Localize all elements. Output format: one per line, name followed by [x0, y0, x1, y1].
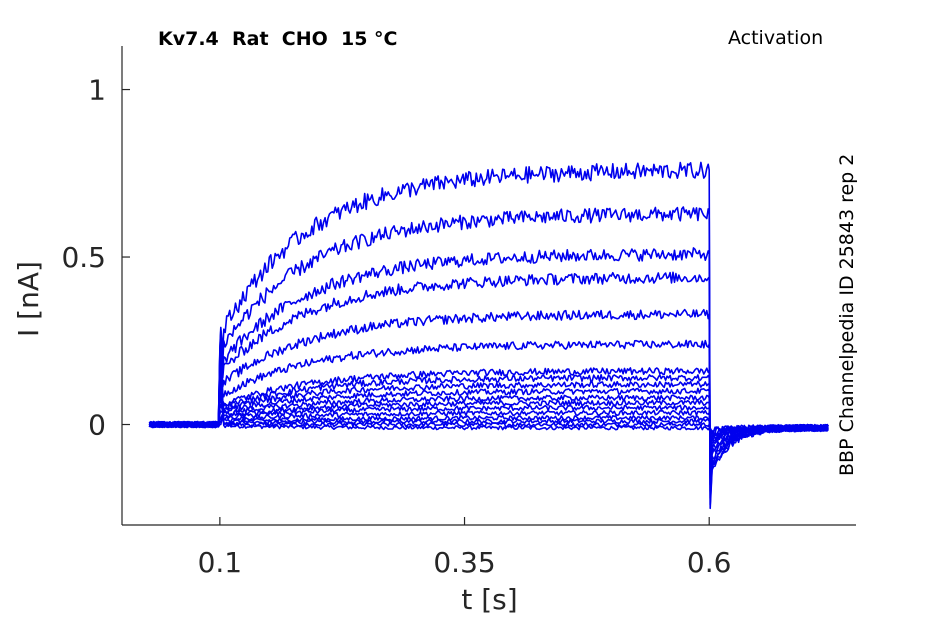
- y-tick-label: 0: [88, 409, 106, 442]
- trace-line-17: [149, 206, 829, 506]
- y-tick-label: 1: [88, 74, 106, 107]
- axes: 0.1 0.35 0.6 0 0.5 1: [61, 46, 856, 579]
- trace-line-6: [148, 396, 829, 443]
- protocol-label: Activation: [728, 27, 824, 49]
- trace-line-12: [148, 356, 829, 473]
- trace-line-8: [148, 383, 829, 449]
- current-traces: [148, 161, 829, 510]
- chart-title: Kv7.4 Rat CHO 15 °C: [158, 28, 398, 50]
- trace-line-9: [148, 376, 829, 453]
- source-label: BBP Channelpedia ID 25843 rep 2: [836, 153, 858, 476]
- x-tick-label: 0.1: [198, 546, 243, 579]
- x-tick-label: 0.35: [433, 546, 495, 579]
- trace-line-10: [148, 370, 829, 459]
- x-axis-label: t [s]: [461, 583, 518, 616]
- x-tick-label: 0.6: [687, 546, 732, 579]
- trace-line-5: [148, 403, 829, 439]
- trace-line-15: [148, 271, 829, 493]
- y-tick-label: 0.5: [61, 241, 106, 274]
- y-axis-label: I [nA]: [12, 261, 45, 337]
- trace-line-13: [148, 339, 829, 479]
- trace-line-18: [148, 161, 829, 510]
